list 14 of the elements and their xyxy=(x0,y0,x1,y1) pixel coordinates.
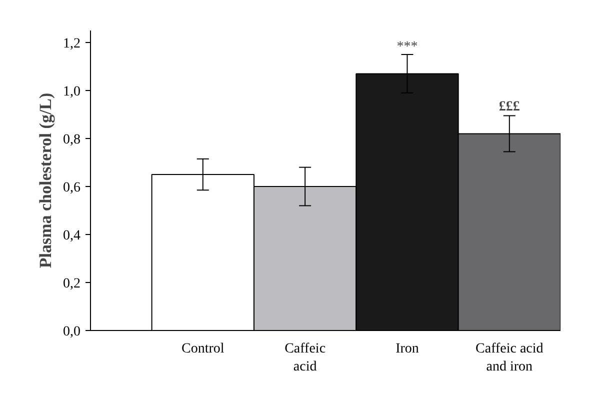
x-tick-label: Caffeic acid and iron xyxy=(476,342,544,374)
x-tick-label: Caffeic acid xyxy=(284,342,326,374)
y-axis-title: Plasma cholesterol (g/L) xyxy=(36,92,55,268)
y-tick-label: 0,8 xyxy=(63,132,80,148)
annotation: *** xyxy=(396,40,418,54)
x-tick-label: Iron xyxy=(396,342,419,356)
y-tick-label: 0,6 xyxy=(63,180,80,196)
y-tick-label: 1,0 xyxy=(63,84,80,100)
y-tick-label: 1,2 xyxy=(63,36,80,52)
y-tick-label: 0,2 xyxy=(63,276,80,292)
x-tick-label: Control xyxy=(182,342,224,356)
y-tick-label: 0,4 xyxy=(63,228,80,244)
y-tick-label: 0,0 xyxy=(63,324,80,340)
annotation: £££ xyxy=(498,100,520,114)
